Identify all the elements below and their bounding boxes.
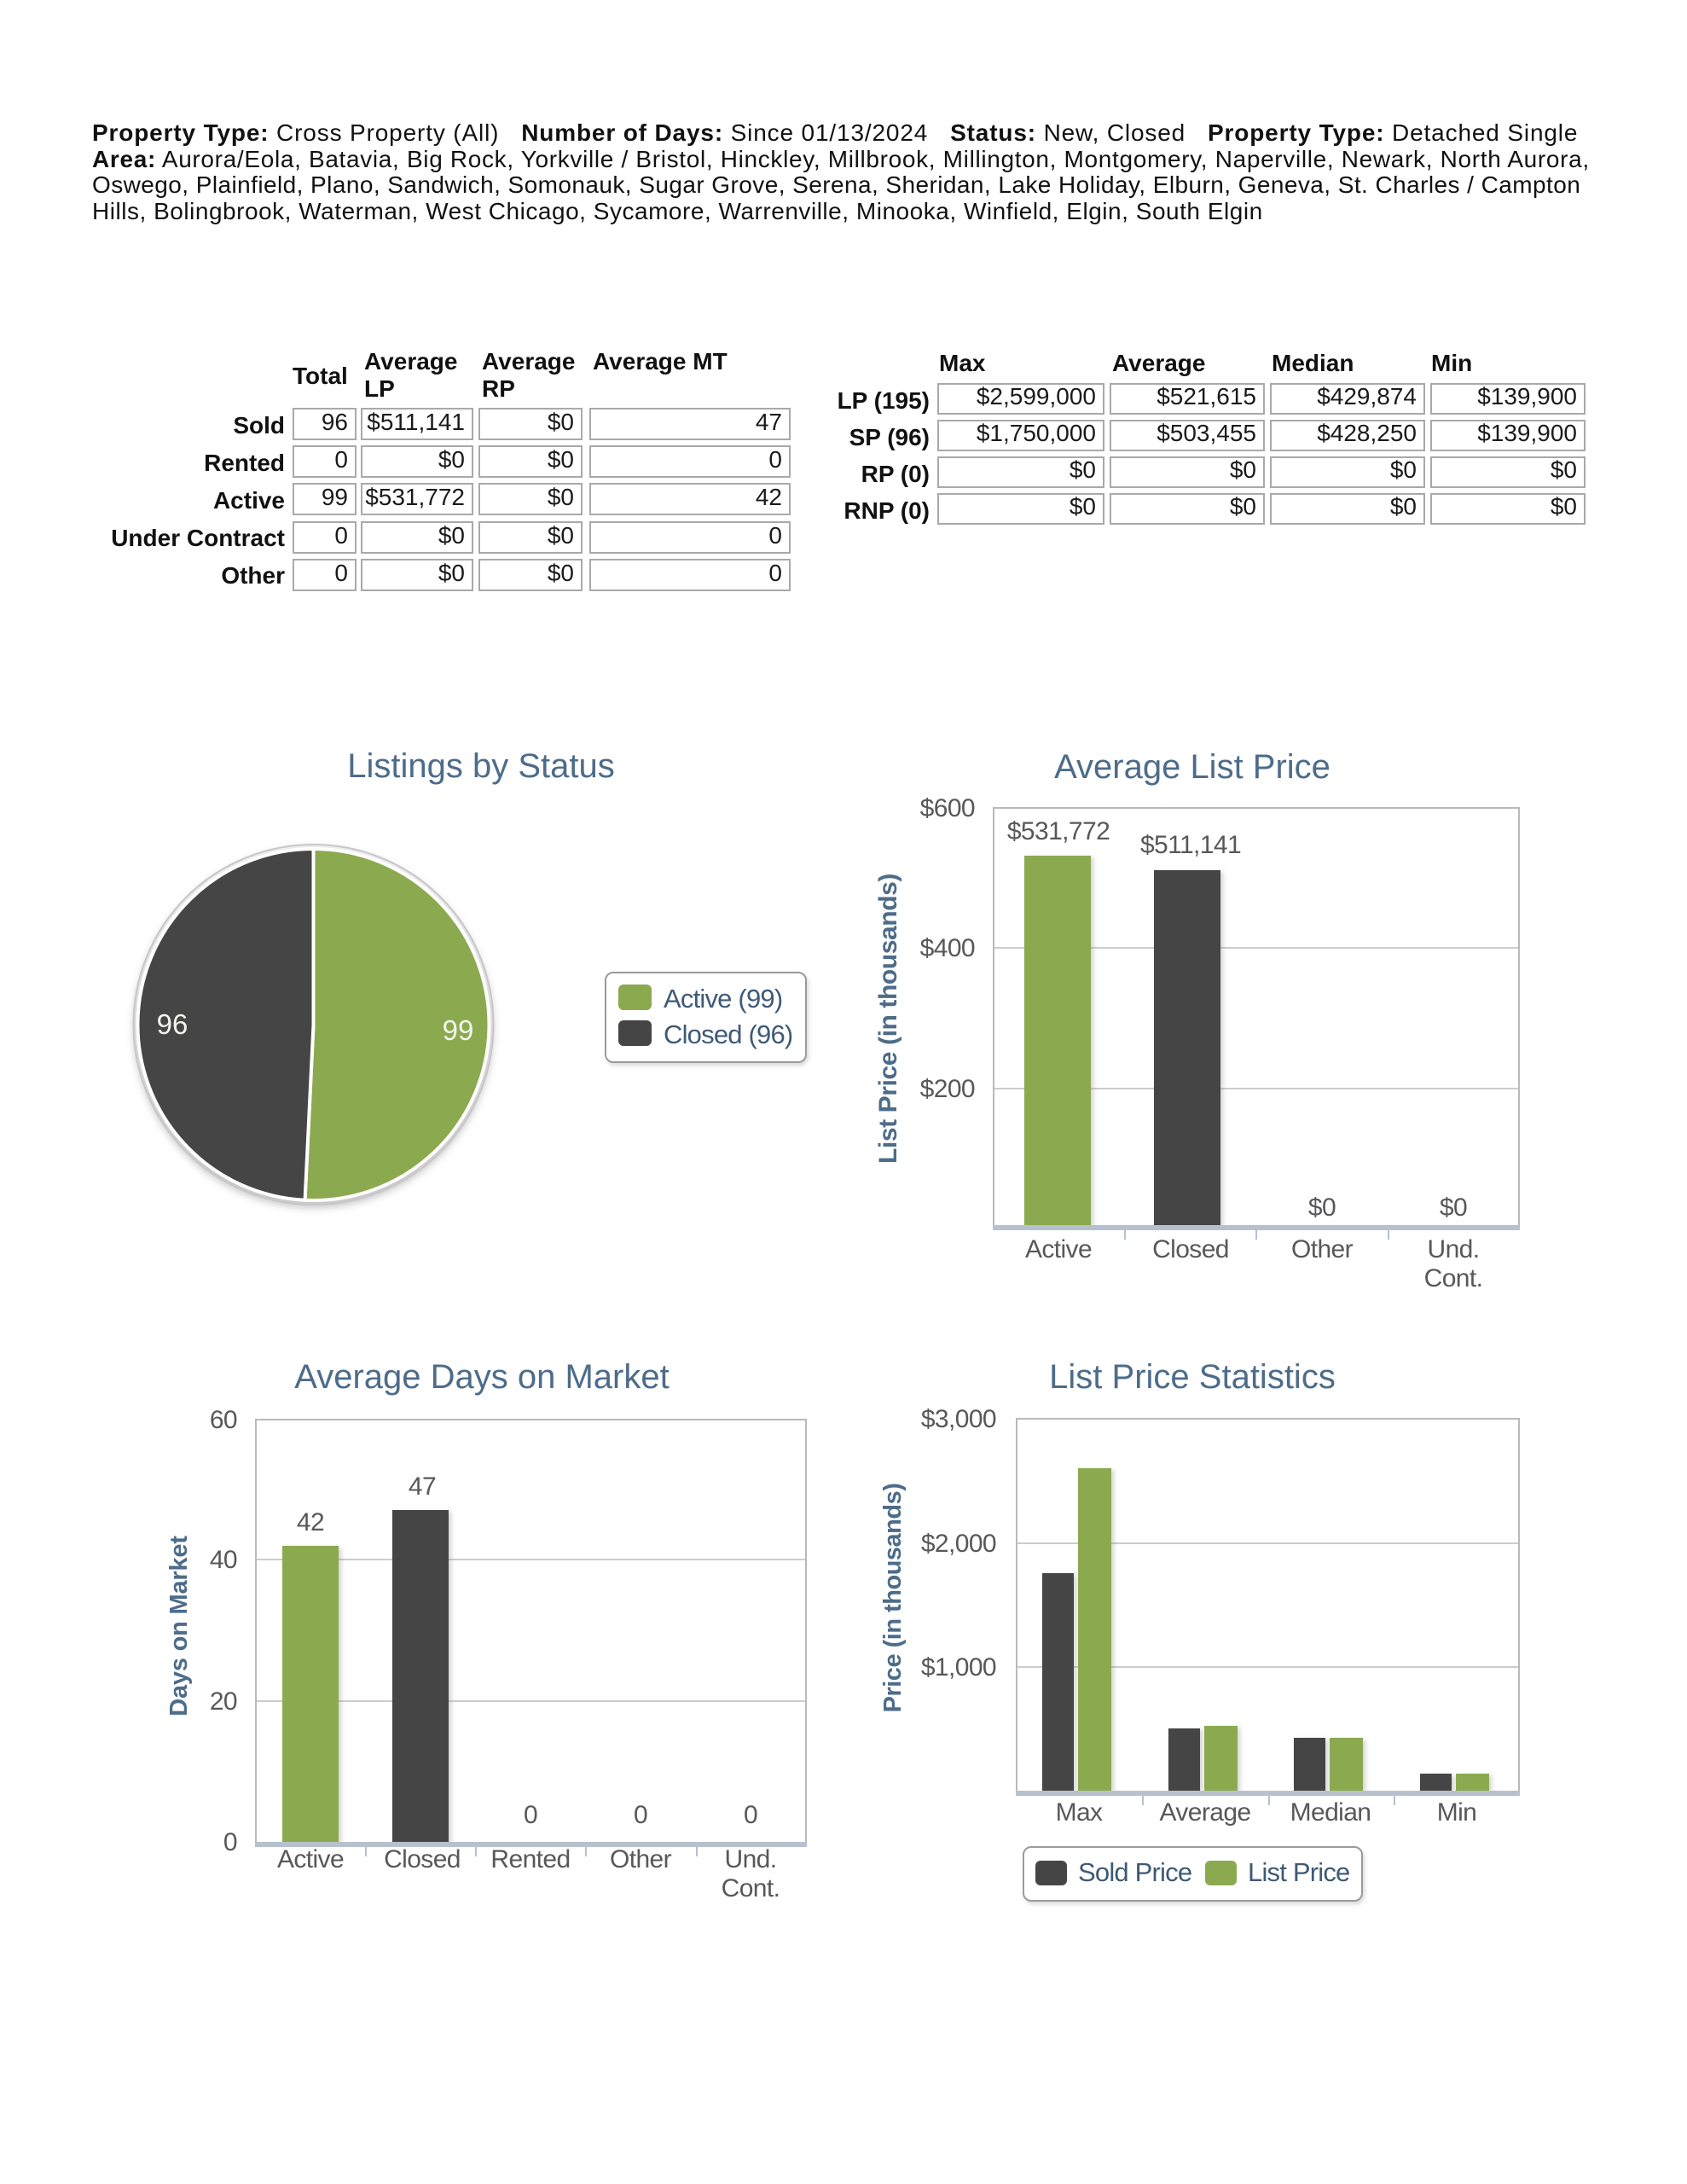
svg-text:96: 96 (157, 1008, 188, 1040)
svg-text:Days on Market: Days on Market (165, 1536, 193, 1716)
svg-text:99: 99 (443, 1014, 474, 1046)
svg-text:List Price (in thousands): List Price (in thousands) (874, 874, 902, 1164)
svg-text:Price (in thousands): Price (in thousands) (879, 1484, 907, 1713)
